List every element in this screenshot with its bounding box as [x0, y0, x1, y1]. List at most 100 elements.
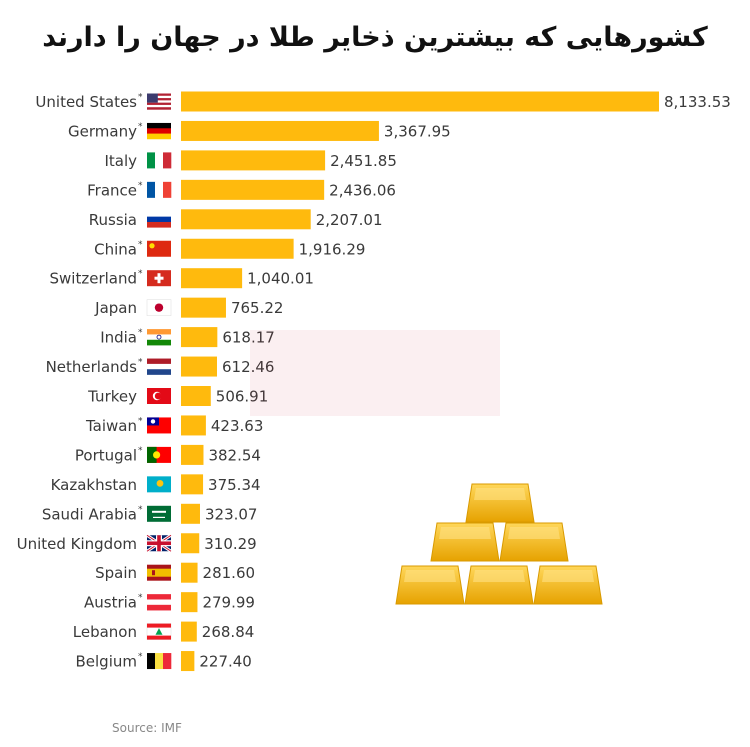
- flag-cn-icon: [147, 240, 171, 257]
- bar-portugal: [181, 444, 204, 465]
- asterisk-mark: *: [138, 593, 143, 603]
- bar-turkey: [181, 386, 211, 406]
- bar-united-kingdom: [181, 533, 200, 554]
- asterisk-mark: *: [138, 269, 143, 279]
- category-label: China: [94, 240, 137, 258]
- flag-ru-icon: [147, 211, 171, 228]
- bar-india: [181, 327, 218, 348]
- bar-switzerland: [181, 268, 243, 289]
- category-label: Japan: [94, 299, 137, 317]
- category-label: Netherlands: [46, 358, 138, 376]
- flag-kz-icon: [147, 476, 171, 493]
- category-label: Switzerland: [50, 270, 138, 288]
- chart-title: کشورهایی که بیشترین ذخایر طلا در جهان را…: [42, 22, 708, 53]
- flag-fr-icon: [147, 181, 172, 198]
- bar-austria: [181, 592, 198, 613]
- bar-japan: [181, 297, 226, 318]
- bar-netherlands: [181, 356, 217, 377]
- category-label: Austria: [84, 594, 137, 612]
- flag-lb-icon: [146, 623, 172, 640]
- category-label: India: [100, 329, 137, 347]
- asterisk-mark: *: [138, 358, 143, 368]
- gold-ingot: [499, 522, 569, 562]
- flag-tr-icon: [147, 388, 171, 404]
- value-label: 268.84: [202, 623, 255, 641]
- category-label: Turkey: [87, 388, 137, 406]
- watermark: [250, 330, 500, 416]
- value-label: 1,916.29: [299, 240, 366, 258]
- gold-ingot: [533, 565, 603, 605]
- bar-united-states: [181, 91, 659, 112]
- asterisk-mark: *: [138, 416, 143, 426]
- value-label: 323.07: [205, 505, 257, 523]
- bar-belgium: [181, 651, 195, 672]
- asterisk-mark: *: [138, 446, 143, 456]
- flag-it-icon: [147, 152, 172, 169]
- value-label: 3,367.95: [384, 122, 451, 140]
- bar-germany: [181, 120, 379, 141]
- value-label: 382.54: [208, 446, 260, 464]
- category-label: Portugal: [75, 446, 137, 464]
- gold-ingot: [465, 483, 535, 523]
- value-label: 765.22: [231, 299, 283, 317]
- value-label: 612.46: [222, 358, 275, 376]
- value-label: 1,040.01: [247, 270, 314, 288]
- value-label: 2,207.01: [316, 211, 383, 229]
- flag-ch-icon: [147, 270, 171, 287]
- category-label: Lebanon: [73, 623, 137, 641]
- gold-ingot: [395, 565, 465, 605]
- category-label: United States: [35, 93, 137, 111]
- asterisk-mark: *: [138, 122, 143, 132]
- value-label: 2,436.06: [329, 181, 396, 199]
- asterisk-mark: *: [138, 93, 143, 103]
- value-label: 279.99: [202, 594, 255, 612]
- gold-ingot: [464, 565, 534, 605]
- bar-spain: [181, 562, 198, 583]
- flag-pt-icon: [147, 446, 171, 463]
- category-label: United Kingdom: [17, 535, 137, 553]
- category-label: Italy: [104, 152, 137, 170]
- bar-china: [181, 238, 294, 259]
- flag-jp-icon: [146, 299, 172, 316]
- gold-ingot: [430, 522, 500, 562]
- value-label: 423.63: [211, 417, 264, 435]
- flag-tw-icon: [147, 417, 171, 434]
- flag-at-icon: [147, 594, 171, 611]
- value-label: 281.60: [203, 564, 256, 582]
- bar-kazakhstan: [181, 474, 204, 495]
- category-label: Spain: [95, 564, 137, 582]
- flag-nl-icon: [147, 358, 171, 375]
- flag-us-icon: [147, 93, 171, 110]
- source-note: Source: IMF: [112, 721, 182, 735]
- flag-sa-icon: [147, 505, 171, 522]
- category-label: Saudi Arabia: [42, 505, 137, 523]
- flag-be-icon: [147, 653, 172, 670]
- category-label: Taiwan: [85, 417, 137, 435]
- category-label: Belgium: [76, 653, 138, 671]
- asterisk-mark: *: [138, 181, 143, 191]
- value-label: 310.29: [204, 535, 257, 553]
- bar-russia: [181, 209, 311, 230]
- category-label: Russia: [89, 211, 137, 229]
- value-label: 618.17: [222, 329, 275, 347]
- value-label: 2,451.85: [330, 152, 397, 170]
- flag-in-icon: [147, 329, 171, 346]
- category-label: Kazakhstan: [51, 476, 137, 494]
- asterisk-mark: *: [138, 505, 143, 515]
- value-label: 375.34: [208, 476, 261, 494]
- flag-es-icon: [147, 564, 171, 581]
- flag-gb-icon: [146, 534, 172, 553]
- asterisk-mark: *: [138, 652, 143, 662]
- bar-italy: [181, 150, 326, 171]
- value-label: 506.91: [216, 388, 269, 406]
- bar-taiwan: [181, 415, 206, 436]
- asterisk-mark: *: [138, 328, 143, 338]
- bar-saudi-arabia: [181, 503, 200, 524]
- value-label: 8,133.53: [664, 93, 731, 111]
- value-label: 227.40: [199, 653, 252, 671]
- category-label: Germany: [68, 122, 137, 140]
- flag-de-icon: [147, 122, 171, 140]
- bar-lebanon: [181, 621, 197, 642]
